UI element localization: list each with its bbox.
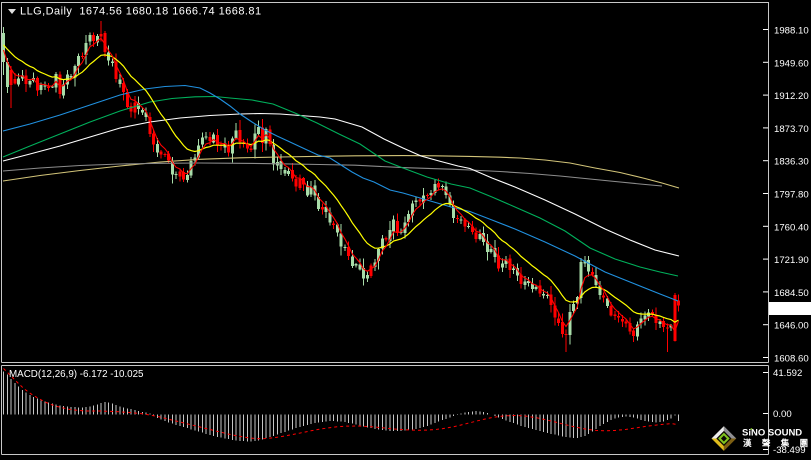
- svg-text:1668.81: 1668.81: [773, 304, 808, 315]
- svg-text:1912.20: 1912.20: [774, 91, 809, 102]
- svg-text:1949.60: 1949.60: [774, 58, 809, 69]
- svg-text:1608.60: 1608.60: [774, 354, 809, 365]
- svg-text:-38.499: -38.499: [773, 445, 806, 456]
- svg-text:漢 聲 集 團: 漢 聲 集 團: [743, 438, 811, 448]
- svg-text:1797.80: 1797.80: [774, 190, 809, 201]
- svg-text:SiNO SOUND: SiNO SOUND: [742, 428, 802, 439]
- svg-text:1684.50: 1684.50: [774, 288, 809, 299]
- svg-text:LLG,Daily 1674.56 1680.18 166: LLG,Daily 1674.56 1680.18 1666.74 1668.8…: [20, 6, 262, 18]
- svg-text:MACD(12,26,9) -6.172 -10.025: MACD(12,26,9) -6.172 -10.025: [9, 369, 144, 380]
- svg-text:1836.30: 1836.30: [774, 157, 809, 168]
- svg-text:41.592: 41.592: [773, 368, 802, 379]
- svg-text:0.00: 0.00: [773, 409, 792, 420]
- svg-text:1988.10: 1988.10: [774, 26, 809, 37]
- svg-text:1721.90: 1721.90: [774, 255, 809, 266]
- svg-text:1760.40: 1760.40: [774, 222, 809, 233]
- svg-text:1873.70: 1873.70: [774, 124, 809, 135]
- svg-text:1646.00: 1646.00: [774, 321, 809, 332]
